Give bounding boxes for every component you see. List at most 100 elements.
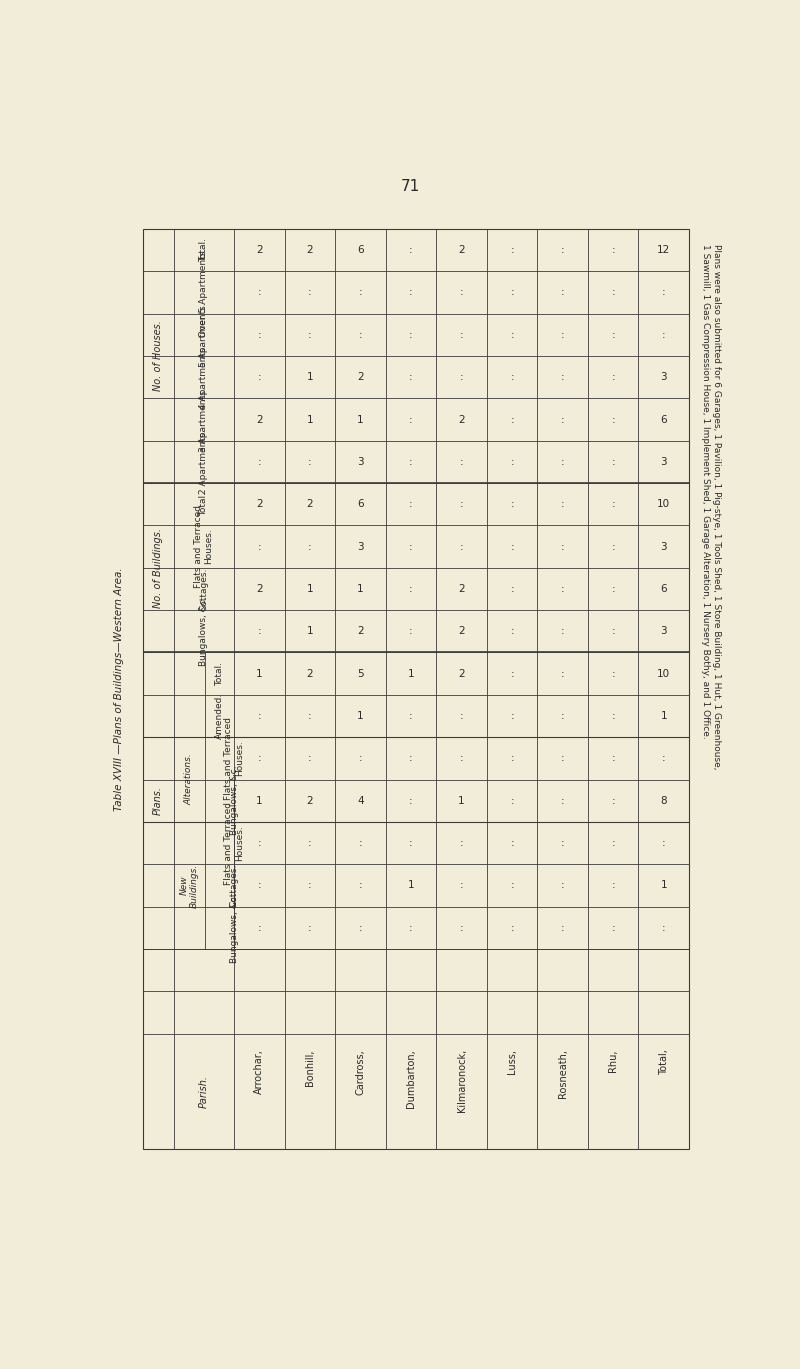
Text: Plans were also submitted for 6 Garages, 1 Pavilion, 1 Pig-stye, 1 Tools Shed, 1: Plans were also submitted for 6 Garages,…	[701, 244, 722, 769]
Text: :: :	[258, 880, 261, 890]
Text: :: :	[258, 923, 261, 932]
Text: :: :	[460, 330, 463, 340]
Text: :: :	[409, 795, 413, 806]
Text: 71: 71	[400, 179, 420, 194]
Text: 1: 1	[408, 880, 414, 890]
Text: 2: 2	[458, 415, 465, 424]
Text: :: :	[258, 287, 261, 297]
Text: Flats and Terraced
Houses.: Flats and Terraced Houses.	[224, 717, 244, 799]
Text: :: :	[561, 542, 565, 552]
Text: :: :	[510, 753, 514, 764]
Text: 8: 8	[661, 795, 667, 806]
Text: :: :	[358, 287, 362, 297]
Text: Amended.: Amended.	[215, 693, 224, 739]
Text: :: :	[358, 330, 362, 340]
Text: Cottages.: Cottages.	[230, 864, 238, 908]
Text: Bungalows, &c.: Bungalows, &c.	[199, 597, 208, 667]
Text: :: :	[611, 668, 615, 679]
Text: :: :	[308, 880, 312, 890]
Text: :: :	[510, 795, 514, 806]
Text: :: :	[611, 457, 615, 467]
Text: :: :	[409, 287, 413, 297]
Text: 3: 3	[357, 457, 364, 467]
Text: :: :	[258, 753, 261, 764]
Text: 2: 2	[306, 500, 314, 509]
Text: :: :	[611, 287, 615, 297]
Text: Cottages.: Cottages.	[199, 567, 208, 611]
Text: :: :	[561, 626, 565, 637]
Text: 3 Apartments.: 3 Apartments.	[199, 387, 208, 452]
Text: :: :	[308, 711, 312, 721]
Text: :: :	[561, 711, 565, 721]
Text: Dumbarton,: Dumbarton,	[406, 1049, 416, 1108]
Text: :: :	[561, 330, 565, 340]
Text: :: :	[561, 372, 565, 382]
Text: :: :	[561, 500, 565, 509]
Text: :: :	[611, 500, 615, 509]
Text: :: :	[409, 711, 413, 721]
Text: Cardross,: Cardross,	[355, 1049, 366, 1095]
Text: :: :	[611, 542, 615, 552]
Text: :: :	[409, 542, 413, 552]
Text: :: :	[611, 795, 615, 806]
Text: :: :	[460, 753, 463, 764]
Text: Flats and Terraced
Houses.: Flats and Terraced Houses.	[194, 505, 214, 589]
Text: :: :	[308, 287, 312, 297]
Text: :: :	[358, 838, 362, 847]
Text: :: :	[510, 287, 514, 297]
Text: 1: 1	[661, 880, 667, 890]
Text: Bungalows, &c.: Bungalows, &c.	[230, 765, 238, 835]
Text: :: :	[409, 245, 413, 255]
Text: :: :	[510, 500, 514, 509]
Text: :: :	[510, 711, 514, 721]
Text: 6: 6	[357, 245, 364, 255]
Text: :: :	[258, 711, 261, 721]
Text: Rhu,: Rhu,	[608, 1049, 618, 1072]
Text: 2: 2	[306, 668, 314, 679]
Text: :: :	[611, 372, 615, 382]
Text: 2: 2	[458, 585, 465, 594]
Text: Total.: Total.	[215, 661, 224, 686]
Text: 2: 2	[306, 795, 314, 806]
Text: 2: 2	[357, 626, 364, 637]
Text: Kilmaronock,: Kilmaronock,	[457, 1049, 466, 1112]
Text: :: :	[409, 415, 413, 424]
Text: :: :	[258, 542, 261, 552]
Text: :: :	[611, 626, 615, 637]
Text: :: :	[611, 838, 615, 847]
Text: :: :	[561, 838, 565, 847]
Text: :: :	[561, 287, 565, 297]
Text: :: :	[409, 923, 413, 932]
Text: No. of Buildings.: No. of Buildings.	[153, 528, 163, 608]
Text: Bonhill,: Bonhill,	[305, 1049, 315, 1086]
Text: 2: 2	[357, 372, 364, 382]
Text: 3: 3	[661, 626, 667, 637]
Text: 4 Apartments.: 4 Apartments.	[199, 345, 208, 409]
Text: :: :	[258, 626, 261, 637]
Text: :: :	[409, 838, 413, 847]
Text: :: :	[561, 245, 565, 255]
Text: :: :	[409, 330, 413, 340]
Text: :: :	[561, 415, 565, 424]
Text: :: :	[662, 330, 666, 340]
Text: :: :	[561, 457, 565, 467]
Text: :: :	[662, 287, 666, 297]
Text: :: :	[561, 923, 565, 932]
Text: :: :	[611, 330, 615, 340]
Text: :: :	[308, 542, 312, 552]
Text: Flats and Terraced
Houses.: Flats and Terraced Houses.	[224, 801, 244, 884]
Text: Luss,: Luss,	[507, 1049, 517, 1075]
Text: :: :	[611, 415, 615, 424]
Text: 2: 2	[256, 245, 262, 255]
Text: :: :	[409, 585, 413, 594]
Text: :: :	[308, 923, 312, 932]
Text: :: :	[611, 753, 615, 764]
Text: :: :	[409, 457, 413, 467]
Text: :: :	[611, 711, 615, 721]
Text: Over 5 Apartments.: Over 5 Apartments.	[199, 248, 208, 337]
Text: :: :	[308, 753, 312, 764]
Text: :: :	[460, 457, 463, 467]
Text: No. of Houses.: No. of Houses.	[153, 320, 163, 392]
Text: 5 Apartments.: 5 Apartments.	[199, 303, 208, 367]
Text: 2: 2	[256, 500, 262, 509]
